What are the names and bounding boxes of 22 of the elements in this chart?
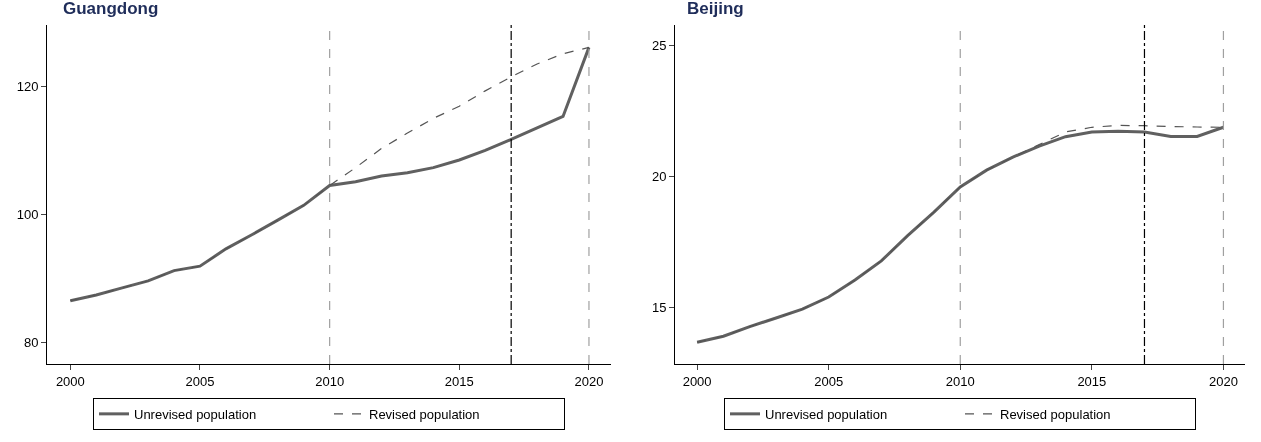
legend-label: Unrevised population bbox=[765, 406, 888, 422]
x-tick-label: 2005 bbox=[814, 373, 844, 389]
y-tick-label: 15 bbox=[651, 300, 667, 316]
x-tick-label: 2020 bbox=[1208, 373, 1238, 389]
y-tick-label: 20 bbox=[651, 169, 667, 185]
y-tick-label: 100 bbox=[16, 206, 39, 222]
chart-title: Guangdong bbox=[63, 0, 159, 19]
legend-label: Unrevised population bbox=[134, 406, 257, 422]
y-tick-label: 25 bbox=[651, 38, 667, 54]
x-tick-label: 2020 bbox=[574, 373, 604, 389]
x-tick-label: 2000 bbox=[682, 373, 712, 389]
x-tick-label: 2010 bbox=[315, 373, 345, 389]
x-tick-label: 2015 bbox=[1077, 373, 1107, 389]
x-tick-label: 2010 bbox=[945, 373, 975, 389]
x-tick-label: 2005 bbox=[185, 373, 215, 389]
x-tick-label: 2015 bbox=[444, 373, 474, 389]
x-tick-label: 2000 bbox=[55, 373, 85, 389]
y-tick-label: 80 bbox=[23, 334, 39, 350]
legend-label: Revised population bbox=[1000, 406, 1111, 422]
legend-label: Revised population bbox=[369, 406, 480, 422]
chart-title: Beijing bbox=[687, 0, 744, 19]
y-tick-label: 120 bbox=[16, 78, 39, 94]
